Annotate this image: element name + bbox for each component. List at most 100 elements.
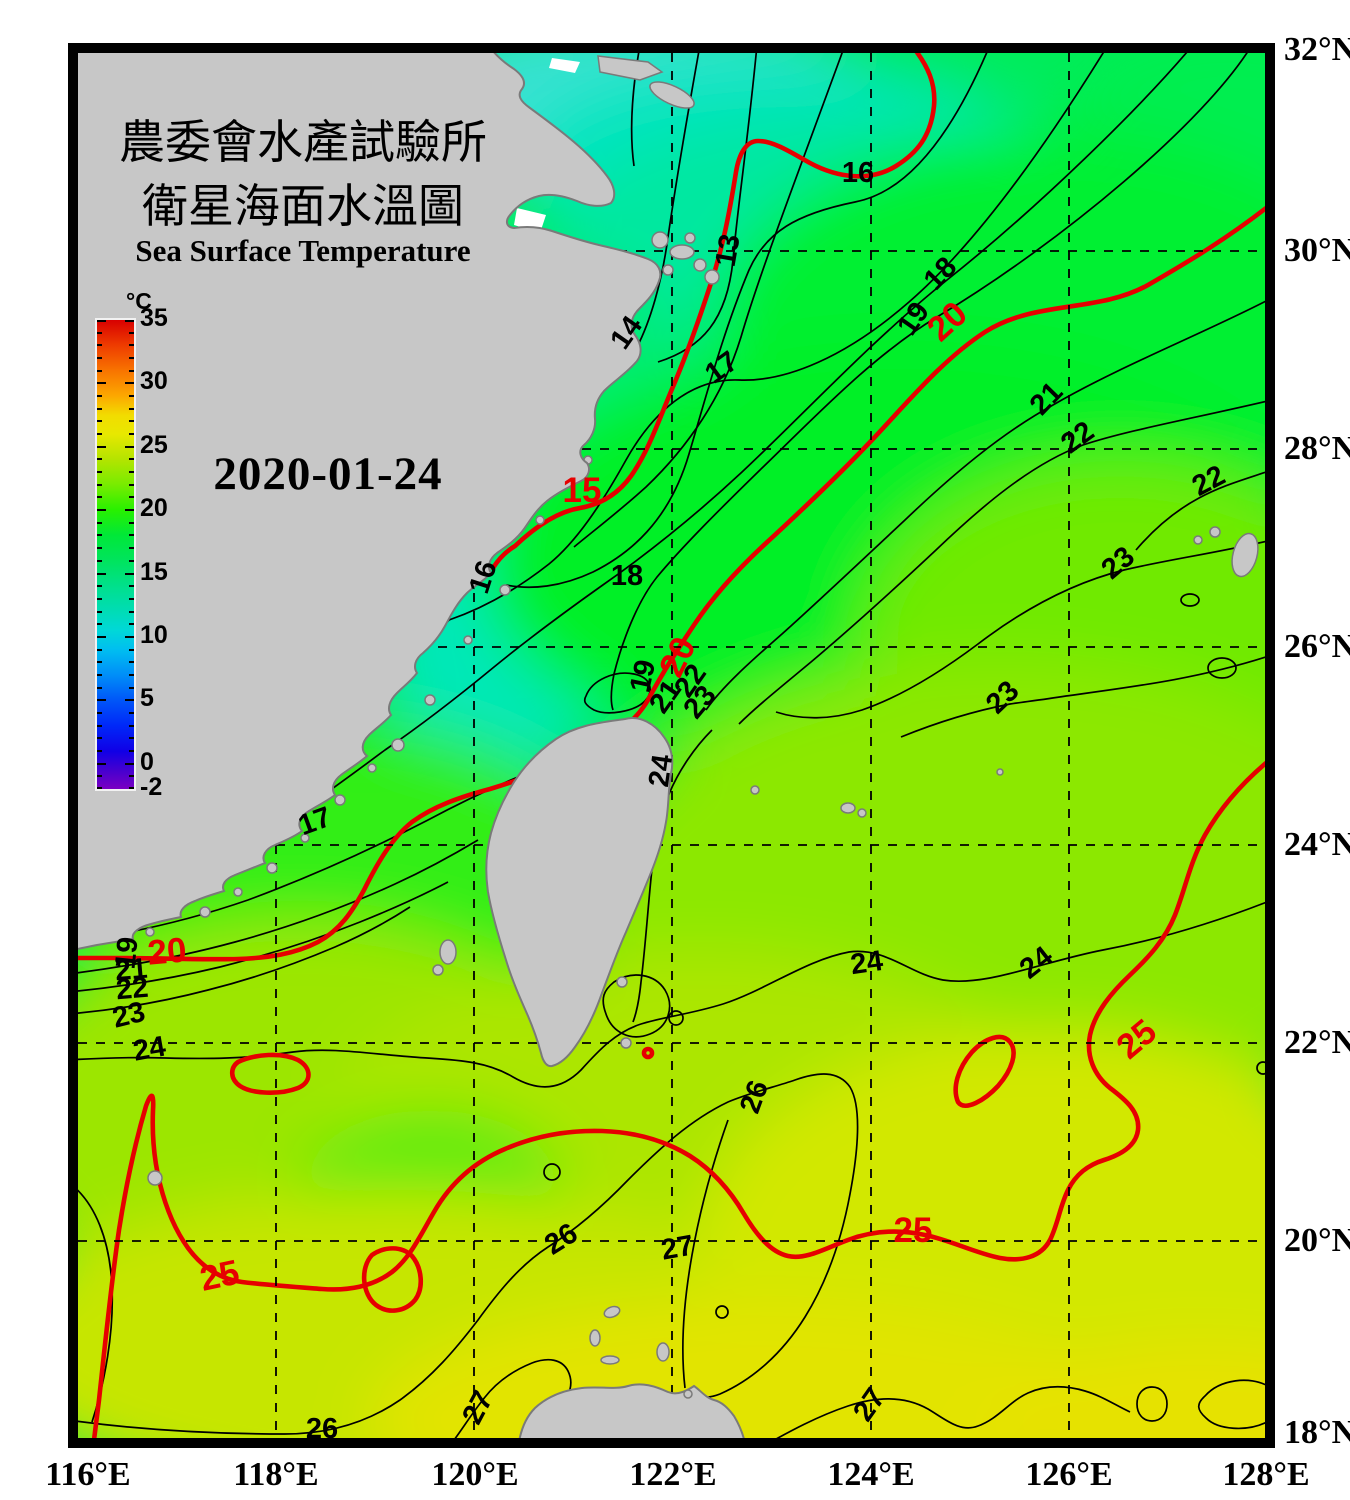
colorbar-tick (97, 775, 102, 778)
contour-label-13: 13 (710, 232, 747, 269)
contour-label-25: 25 (197, 1253, 243, 1299)
colorbar-tick-label: 10 (140, 620, 168, 649)
colorbar-tick (129, 648, 134, 651)
contour-label-27: 27 (659, 1230, 696, 1267)
colorbar-tick (97, 623, 102, 626)
colorbar-tick (97, 635, 106, 638)
colorbar-tick (129, 585, 134, 588)
colorbar-tick (129, 673, 134, 676)
colorbar-tick (97, 699, 106, 702)
colorbar-tick (97, 686, 102, 689)
colorbar-tick (129, 407, 134, 410)
contour-label-24: 24 (849, 945, 885, 981)
colorbar (95, 318, 136, 791)
colorbar-tick (97, 433, 102, 436)
colorbar-tick (129, 623, 134, 626)
colorbar-tick-label: 20 (140, 494, 168, 523)
colorbar-tick (97, 509, 106, 512)
colorbar-tick (97, 724, 102, 727)
colorbar-tick (129, 610, 134, 613)
colorbar-unit-label: °C (126, 288, 152, 314)
contour-label-20: 20 (146, 930, 188, 972)
colorbar-tick (97, 420, 102, 423)
colorbar-tick (97, 762, 106, 765)
colorbar-tick (129, 597, 134, 600)
colorbar-tick (125, 445, 134, 448)
colorbar-tick (97, 357, 102, 360)
china-mainland (78, 53, 662, 950)
colorbar-tick (125, 762, 134, 765)
colorbar-tick (97, 496, 102, 499)
colorbar-tick (129, 787, 134, 789)
date-label: 2020-01-24 (213, 448, 443, 500)
colorbar-tick (129, 496, 134, 499)
contour-label-18: 18 (611, 560, 643, 592)
y-axis-label: 26°N (1284, 628, 1350, 665)
colorbar-tick (125, 320, 134, 322)
colorbar-tick (97, 483, 102, 486)
colorbar-tick-label: 30 (140, 367, 168, 396)
colorbar-tick (97, 331, 102, 334)
colorbar-tick (125, 382, 134, 385)
colorbar-tick-label: -2 (140, 773, 163, 801)
contour-label-25: 25 (894, 1211, 933, 1250)
colorbar-tick (97, 369, 102, 372)
colorbar-tick (129, 547, 134, 550)
contour-label-26: 26 (306, 1413, 338, 1438)
colorbar-tick-label: 0 (140, 747, 154, 776)
colorbar-tick (97, 445, 106, 448)
colorbar-tick (129, 395, 134, 398)
colorbar-tick (97, 547, 102, 550)
colorbar-tick (97, 711, 102, 714)
map-title-en: Sea Surface Temperature (135, 233, 471, 268)
colorbar-tick (129, 471, 134, 474)
colorbar-tick (129, 711, 134, 714)
colorbar-tick (129, 724, 134, 727)
colorbar-tick (97, 559, 102, 562)
x-axis-label: 126°E (1025, 1456, 1113, 1493)
colorbar-tick-label: 25 (140, 430, 168, 459)
colorbar-tick (129, 737, 134, 740)
colorbar-tick (97, 320, 106, 322)
y-axis-label: 30°N (1284, 232, 1350, 269)
colorbar-tick (129, 458, 134, 461)
colorbar-tick (97, 395, 102, 398)
colorbar-tick (97, 787, 102, 789)
contour-label-19: 19 (109, 935, 144, 970)
colorbar-tick (129, 686, 134, 689)
small-islands (145, 55, 1259, 1399)
contour-label-21: 21 (114, 953, 149, 988)
colorbar-tick (97, 572, 106, 575)
y-axis-label: 20°N (1284, 1222, 1350, 1259)
colorbar-tick (97, 610, 102, 613)
map-title-zh: 衛星海面水溫圖 (142, 181, 464, 232)
x-axis-label: 116°E (45, 1456, 131, 1493)
y-axis-label: 18°N (1284, 1414, 1350, 1451)
colorbar-tick (129, 749, 134, 752)
contour-label-15: 15 (563, 471, 602, 510)
y-axis-label: 28°N (1284, 430, 1350, 467)
org-title-zh: 農委會水產試驗所 (119, 117, 487, 168)
colorbar-tick (97, 749, 102, 752)
colorbar-tick (97, 521, 102, 524)
colorbar-tick (97, 648, 102, 651)
colorbar-tick (129, 521, 134, 524)
colorbar-tick (129, 559, 134, 562)
colorbar-tick (129, 344, 134, 347)
x-axis-label: 128°E (1222, 1456, 1310, 1493)
colorbar-tick (129, 775, 134, 778)
colorbar-tick (129, 331, 134, 334)
colorbar-tick (97, 471, 102, 474)
colorbar-tick (97, 673, 102, 676)
y-axis-label: 32°N (1284, 31, 1350, 68)
x-axis-label: 122°E (629, 1456, 717, 1493)
colorbar-tick (129, 369, 134, 372)
colorbar-tick (97, 407, 102, 410)
sst-color-field (78, 53, 1265, 1438)
colorbar-tick (129, 483, 134, 486)
x-axis-label: 120°E (431, 1456, 519, 1493)
colorbar-tick (97, 597, 102, 600)
colorbar-tick (97, 737, 102, 740)
colorbar-tick (125, 509, 134, 512)
x-axis-label: 124°E (827, 1456, 915, 1493)
